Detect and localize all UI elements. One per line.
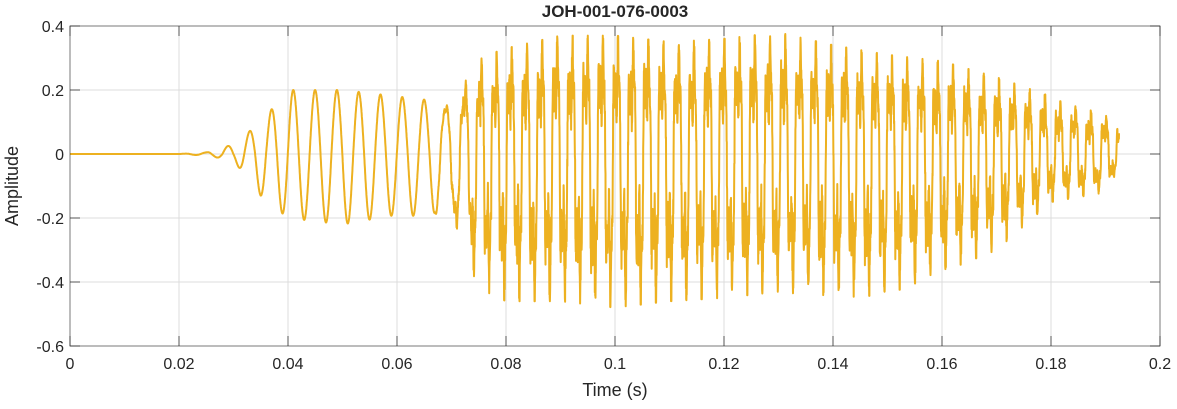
- x-tick-label: 0.04: [272, 356, 303, 373]
- x-tick-label: 0.06: [381, 356, 412, 373]
- y-tick-label: -0.4: [36, 275, 64, 292]
- x-tick-label: 0.16: [926, 356, 957, 373]
- x-tick-labels: 0 0.02 0.04 0.06 0.08 0.1 0.12 0.14 0.16 0.18 0.2: [66, 356, 1172, 373]
- y-tick-label: 0: [55, 147, 64, 164]
- x-tick-label: 0: [66, 356, 75, 373]
- y-tick-label: -0.6: [36, 339, 64, 356]
- y-tick-label: 0.4: [42, 19, 64, 36]
- x-tick-label: 0.08: [490, 356, 521, 373]
- y-tick-label: -0.2: [36, 211, 64, 228]
- y-axis-label: Amplitude: [2, 146, 22, 226]
- waveform-line: [69, 33, 1120, 309]
- x-tick-label: 0.1: [604, 356, 626, 373]
- x-tick-label: 0.18: [1035, 356, 1066, 373]
- x-tick-label: 0.14: [817, 356, 848, 373]
- x-tick-label: 0.12: [708, 356, 739, 373]
- y-tick-label: 0.2: [42, 83, 64, 100]
- x-axis-label: Time (s): [582, 380, 647, 400]
- axes-box: [69, 25, 1161, 347]
- chart-title: JOH-001-076-0003: [542, 2, 688, 21]
- x-tick-label: 0.02: [163, 356, 194, 373]
- tick-marks: [69, 25, 1161, 347]
- y-tick-labels: -0.6 -0.4 -0.2 0 0.2 0.4: [36, 19, 64, 356]
- x-tick-label: 0.2: [1149, 356, 1171, 373]
